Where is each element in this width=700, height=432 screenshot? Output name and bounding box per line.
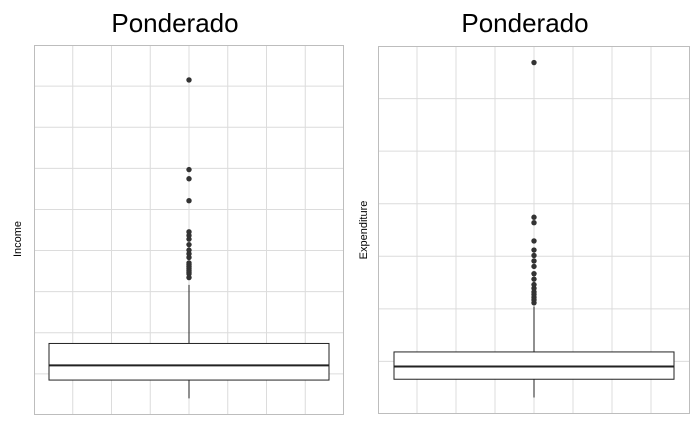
outlier-point (531, 252, 537, 259)
plot-area (378, 46, 690, 414)
chart-title: Ponderado (111, 8, 239, 38)
y-axis-label: Income (12, 220, 24, 258)
chart-panel-income: Ponderado Income (12, 8, 344, 415)
outlier-point (186, 241, 192, 248)
outlier-point (186, 77, 192, 83)
outlier-point (186, 229, 192, 235)
outlier-point (531, 220, 537, 226)
y-axis-label: Expenditure (358, 200, 370, 260)
outlier-point (531, 270, 537, 277)
outlier-point (531, 281, 537, 288)
outlier-point (186, 166, 192, 173)
chart-title: Ponderado (461, 8, 589, 38)
outlier-point (186, 198, 192, 204)
outlier-point (186, 176, 192, 182)
outlier-point (531, 238, 537, 244)
outlier-point (531, 276, 537, 282)
outlier-point (531, 247, 537, 253)
box-iqr (48, 342, 330, 381)
outlier-point (531, 214, 537, 220)
outlier-point (531, 59, 537, 66)
outlier-point (531, 258, 537, 264)
outlier-point (186, 260, 192, 266)
outlier-point (531, 263, 537, 270)
outlier-point (186, 247, 192, 253)
plot-area (34, 45, 344, 415)
chart-panel-expenditure: Ponderado Expenditure (350, 0, 700, 432)
